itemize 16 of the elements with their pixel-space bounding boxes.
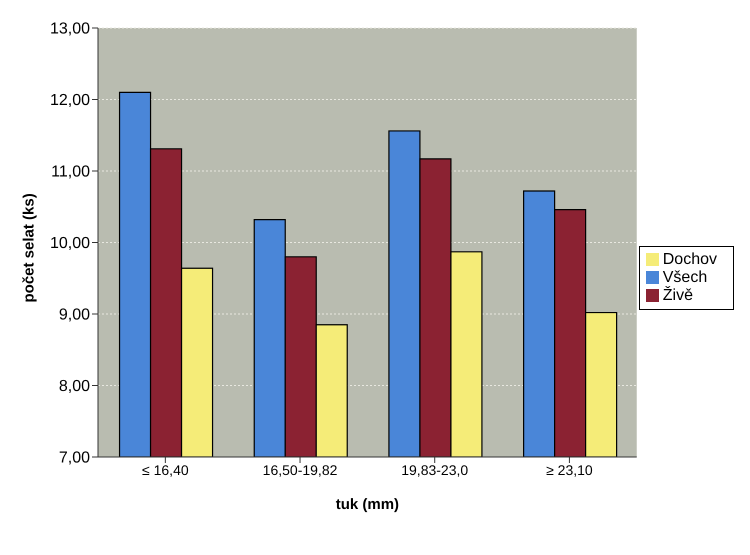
x-tick-label: ≥ 23,10 xyxy=(546,462,593,478)
legend-label: Dochov xyxy=(662,250,717,268)
y-tick-label: 12,00 xyxy=(50,92,90,110)
y-axis-title: počet selat (ks) xyxy=(20,193,38,302)
y-tick-label: 8,00 xyxy=(58,378,90,396)
y-tick-label: 9,00 xyxy=(58,306,90,324)
x-axis-title: tuk (mm) xyxy=(336,496,400,513)
x-tick-label: 19,83-23,0 xyxy=(401,462,468,478)
x-tick-label: ≤ 16,40 xyxy=(142,462,189,478)
y-tick-label: 10,00 xyxy=(50,235,90,252)
y-tick-label: 13,00 xyxy=(50,20,90,38)
x-tick-label: 16,50-19,82 xyxy=(262,462,338,478)
y-tick-label: 11,00 xyxy=(51,164,90,181)
legend-label: Živě xyxy=(662,286,693,304)
y-tick-label: 7,00 xyxy=(58,450,90,467)
legend-label: Všech xyxy=(662,268,708,286)
